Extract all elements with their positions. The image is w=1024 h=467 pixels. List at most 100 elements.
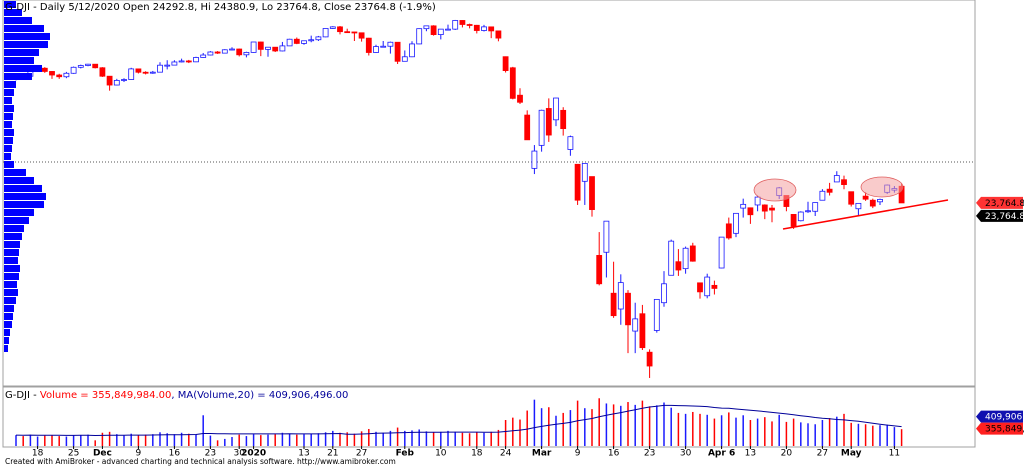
candle-body bbox=[625, 292, 631, 326]
candle-body bbox=[394, 41, 401, 62]
candle-body bbox=[77, 65, 84, 68]
x-tick-label: 24 bbox=[500, 449, 512, 459]
candle-body bbox=[661, 283, 667, 304]
profile-bar bbox=[4, 57, 34, 64]
profile-bar bbox=[4, 41, 48, 48]
candle-body bbox=[445, 28, 451, 31]
x-tick-label: 30 bbox=[233, 449, 245, 459]
candle-body bbox=[689, 245, 696, 262]
candle-body bbox=[128, 68, 135, 80]
candle-body bbox=[41, 67, 48, 72]
candle-body bbox=[301, 40, 307, 44]
candle-body bbox=[214, 51, 221, 54]
x-tick-label: Dec bbox=[93, 449, 112, 459]
candle-body bbox=[682, 247, 689, 270]
candle-body bbox=[805, 210, 811, 213]
volume-label-box bbox=[976, 410, 1023, 423]
trend-line bbox=[782, 199, 949, 230]
x-tick-label: 27 bbox=[817, 449, 828, 459]
candle-body bbox=[560, 109, 567, 130]
candle-body bbox=[481, 26, 487, 31]
candle-body bbox=[308, 39, 315, 42]
candle-body bbox=[531, 150, 538, 169]
x-tick-label: 25 bbox=[68, 449, 79, 459]
candle-body bbox=[574, 163, 581, 201]
candle-body bbox=[358, 32, 365, 39]
candle-body bbox=[387, 41, 394, 47]
candle-body bbox=[92, 63, 99, 69]
x-tick-label: 21 bbox=[327, 449, 338, 459]
candle-body bbox=[99, 67, 106, 77]
candle-body bbox=[193, 57, 199, 63]
volume-label: 409,906,4 bbox=[985, 413, 1024, 423]
candle-body bbox=[56, 74, 63, 78]
x-tick-label: 10 bbox=[435, 449, 447, 459]
candle-body bbox=[423, 25, 430, 30]
x-tick-label: 9 bbox=[136, 449, 142, 459]
candle-body bbox=[164, 64, 171, 67]
candle-body bbox=[250, 41, 257, 53]
candle-body bbox=[70, 66, 77, 74]
candle-body bbox=[668, 240, 675, 276]
x-tick-label: 30 bbox=[680, 449, 692, 459]
candle-body bbox=[797, 211, 804, 222]
profile-bar bbox=[4, 217, 29, 224]
profile-bar bbox=[4, 321, 12, 328]
profile-bar bbox=[4, 297, 16, 304]
profile-bar bbox=[4, 169, 26, 176]
x-tick-label: Feb bbox=[396, 449, 415, 459]
candle-body bbox=[344, 31, 351, 34]
profile-bar bbox=[4, 273, 19, 280]
profile-bar bbox=[4, 265, 20, 272]
candle-body bbox=[725, 223, 732, 239]
price-pane bbox=[2, 0, 976, 387]
candle-body bbox=[509, 67, 516, 99]
profile-bar bbox=[4, 209, 34, 216]
candle-body bbox=[286, 38, 293, 47]
profile-bar bbox=[4, 137, 13, 144]
candle-body bbox=[121, 79, 127, 81]
candle-body bbox=[365, 37, 372, 53]
candle-body bbox=[351, 31, 358, 34]
profile-bar bbox=[4, 257, 18, 264]
candle-body bbox=[200, 54, 207, 58]
candle-body bbox=[437, 28, 444, 35]
candle-body bbox=[639, 313, 646, 349]
profile-bar bbox=[4, 233, 22, 240]
candle-body bbox=[538, 109, 545, 146]
price-label: 23,764.8 bbox=[985, 199, 1024, 209]
candle-body bbox=[329, 26, 336, 29]
price-label-box bbox=[976, 196, 1023, 209]
candle-body bbox=[373, 46, 379, 53]
candle-body bbox=[409, 43, 415, 58]
candle-body bbox=[747, 207, 754, 216]
volume-title: G-DJI - Volume = 355,849,984.00, MA(Volu… bbox=[5, 390, 348, 401]
profile-bar bbox=[4, 89, 14, 96]
profile-bar bbox=[4, 281, 17, 288]
candle-body bbox=[790, 214, 797, 227]
annotation-ellipse bbox=[753, 178, 797, 202]
profile-bar bbox=[4, 145, 12, 152]
candle-body bbox=[517, 94, 523, 103]
candle-body bbox=[178, 60, 185, 63]
x-tick-label: Apr 6 bbox=[708, 449, 735, 459]
candle-body bbox=[754, 196, 761, 206]
candle-body bbox=[322, 28, 329, 38]
candle-body bbox=[524, 114, 531, 141]
profile-bar bbox=[4, 65, 42, 72]
x-tick-label: 9 bbox=[575, 449, 581, 459]
candle-body bbox=[488, 26, 495, 32]
candle-body bbox=[632, 318, 639, 332]
candle-body bbox=[473, 24, 480, 31]
volume-title-ma: , MA(Volume,20) = 409,906,496.00 bbox=[171, 390, 348, 401]
candle-body bbox=[553, 97, 559, 121]
candle-body bbox=[877, 199, 883, 203]
candle-body bbox=[207, 51, 214, 56]
candle-body bbox=[603, 220, 610, 253]
x-tick-label: 23 bbox=[205, 449, 216, 459]
profile-bar bbox=[4, 185, 42, 192]
candle-body bbox=[718, 236, 725, 269]
price-label: 23,764.8 bbox=[985, 212, 1024, 222]
x-tick-label: 27 bbox=[356, 449, 367, 459]
